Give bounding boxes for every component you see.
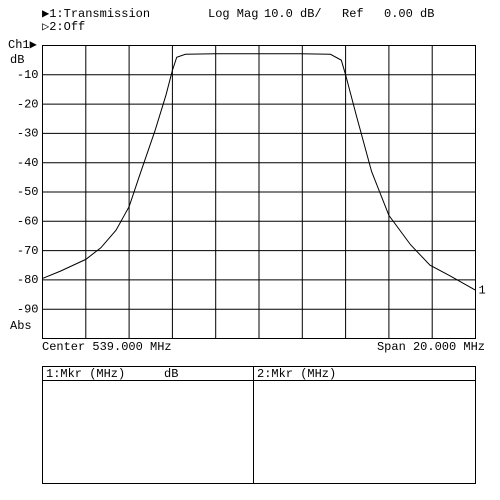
y-tick-label: -10 [17, 68, 39, 82]
format-label: Log Mag [208, 7, 258, 21]
table-col1-unit: dB [164, 367, 178, 381]
y-tick-label: -80 [17, 273, 39, 287]
y-tick-label: -60 [17, 214, 39, 228]
table-col1: 1:Mkr (MHz) [46, 367, 125, 381]
span-label: Span 20.000 MHz [377, 340, 485, 354]
y-tick-label: -90 [17, 302, 39, 316]
center-label: Center 539.000 MHz [42, 340, 172, 354]
y-tick-label: -30 [17, 127, 39, 141]
table-col2: 2:Mkr (MHz) [257, 367, 336, 381]
y-tick-label: -20 [17, 97, 39, 111]
trace1-label: ▶1:Transmission [42, 7, 150, 21]
abs-label: Abs [10, 319, 32, 333]
trace2-label: ▷2:Off [42, 20, 85, 34]
y-tick-label: -40 [17, 156, 39, 170]
y-tick-label: -70 [17, 244, 39, 258]
channel-label: Ch1▶ [8, 38, 38, 52]
ref-value: 0.00 dB [384, 7, 434, 21]
y-tick-label: -50 [17, 185, 39, 199]
scale-label: 10.0 dB/ [264, 7, 322, 21]
ref-label: Ref [342, 7, 364, 21]
marker-table [42, 366, 476, 484]
y-unit: dB [10, 53, 24, 67]
trace [42, 53, 476, 291]
trace-label: 1 [479, 283, 486, 297]
